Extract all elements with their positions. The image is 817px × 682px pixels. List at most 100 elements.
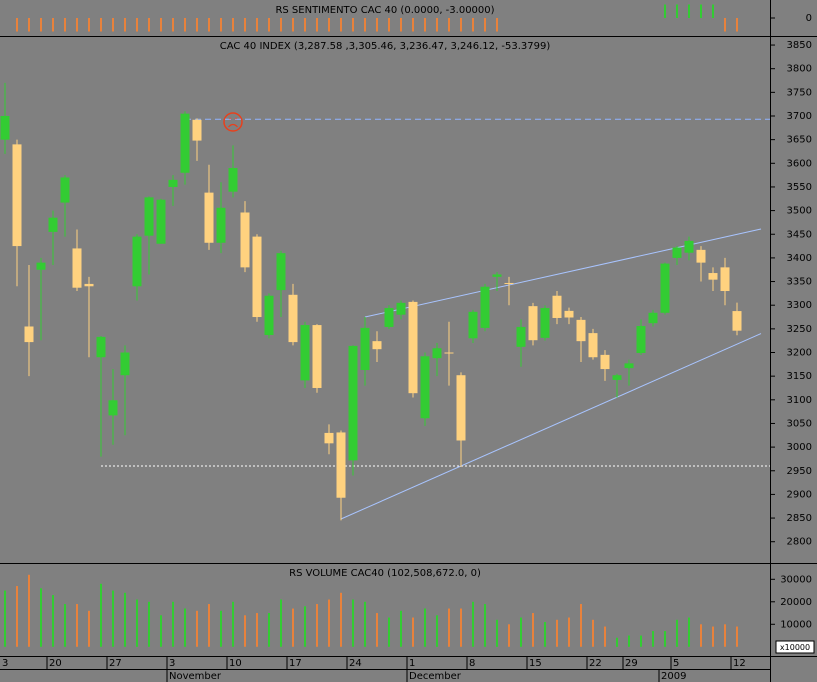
bar	[724, 624, 726, 647]
bar	[232, 601, 234, 647]
bar	[268, 18, 270, 32]
candle-body	[420, 356, 430, 419]
x-tick-label: 29	[625, 658, 638, 669]
candle-body	[108, 400, 118, 416]
candle-body	[0, 115, 10, 140]
candle-body	[624, 363, 634, 369]
bar	[208, 18, 210, 32]
bar	[520, 617, 522, 647]
bar	[160, 18, 162, 32]
bar	[244, 18, 246, 32]
bar	[364, 601, 366, 647]
bar	[220, 18, 222, 32]
bar	[16, 586, 18, 647]
bar	[484, 18, 486, 32]
bar	[676, 4, 678, 18]
candle-body	[120, 352, 130, 376]
y-tick-label: 2900	[787, 489, 812, 500]
bar	[88, 18, 90, 32]
bar	[688, 4, 690, 18]
bar	[64, 604, 66, 647]
bar	[580, 604, 582, 647]
bar	[736, 18, 738, 32]
x-tick-label: 10	[229, 658, 242, 669]
y-tick-label: 3350	[787, 277, 812, 288]
candle-body	[396, 302, 406, 315]
candle-body	[480, 286, 490, 328]
bar	[40, 588, 42, 647]
bar	[136, 599, 138, 647]
bar	[496, 18, 498, 32]
y-tick-label: 10000	[780, 619, 812, 630]
candle-body	[132, 236, 142, 287]
bar	[616, 637, 618, 647]
candle-body	[552, 295, 562, 318]
candle-body	[672, 247, 682, 258]
bar	[112, 18, 114, 32]
y-tick-label: 3200	[787, 348, 812, 359]
bar	[724, 18, 726, 32]
candle-body	[504, 282, 514, 284]
candle-body	[240, 212, 250, 268]
y-tick-label: 3300	[787, 300, 812, 311]
candle-body	[312, 325, 322, 388]
candle-body	[444, 352, 454, 354]
x-tick-label: 3	[169, 658, 175, 669]
candle-body	[564, 310, 574, 318]
candle-body	[576, 319, 586, 342]
candle-body	[156, 199, 166, 244]
bar	[412, 18, 414, 32]
bar	[448, 608, 450, 647]
candle-body	[324, 432, 334, 444]
y-tick-label: 3100	[787, 395, 812, 406]
bar	[148, 18, 150, 32]
bar	[52, 595, 54, 647]
bar	[376, 18, 378, 32]
y-tick-label: 3750	[787, 87, 812, 98]
bar	[316, 604, 318, 647]
bar	[172, 18, 174, 32]
bar	[328, 18, 330, 32]
bar	[280, 18, 282, 32]
candle-body	[96, 336, 106, 358]
bar	[436, 18, 438, 32]
unit-box	[775, 640, 815, 654]
bar	[388, 18, 390, 32]
bar	[712, 4, 714, 18]
candle-body	[192, 119, 202, 141]
candle-body	[36, 262, 46, 270]
candle-body	[216, 207, 226, 243]
candle-body	[660, 263, 670, 313]
candle-body	[180, 113, 190, 173]
bar	[4, 590, 6, 647]
y-tick-label: 20000	[780, 597, 812, 608]
bar	[196, 610, 198, 647]
bar	[352, 18, 354, 32]
bar	[688, 617, 690, 647]
candle-body	[492, 274, 502, 277]
bar	[544, 622, 546, 647]
candle-body	[48, 217, 58, 232]
candle-body	[360, 327, 370, 371]
panel-title: CAC 40 INDEX (3,287.58 ,3,305.46, 3,236.…	[220, 41, 551, 52]
y-tick-label: 0	[806, 13, 812, 24]
x-tick-label: 8	[469, 658, 475, 669]
candle-body	[600, 354, 610, 370]
bar	[184, 608, 186, 647]
bar	[340, 592, 342, 647]
candle-body	[348, 345, 358, 461]
bar	[604, 626, 606, 647]
bar	[412, 617, 414, 647]
bar	[328, 599, 330, 647]
bar	[40, 18, 42, 32]
panel-title: RS SENTIMENTO CAC 40 (0.0000, -3.00000)	[275, 5, 494, 16]
y-tick-label: 30000	[780, 574, 812, 585]
candle-body	[708, 273, 718, 280]
candle-body	[684, 240, 694, 253]
bar	[664, 631, 666, 647]
bar	[736, 626, 738, 647]
period-label: December	[409, 671, 462, 682]
trend-line	[340, 333, 762, 520]
